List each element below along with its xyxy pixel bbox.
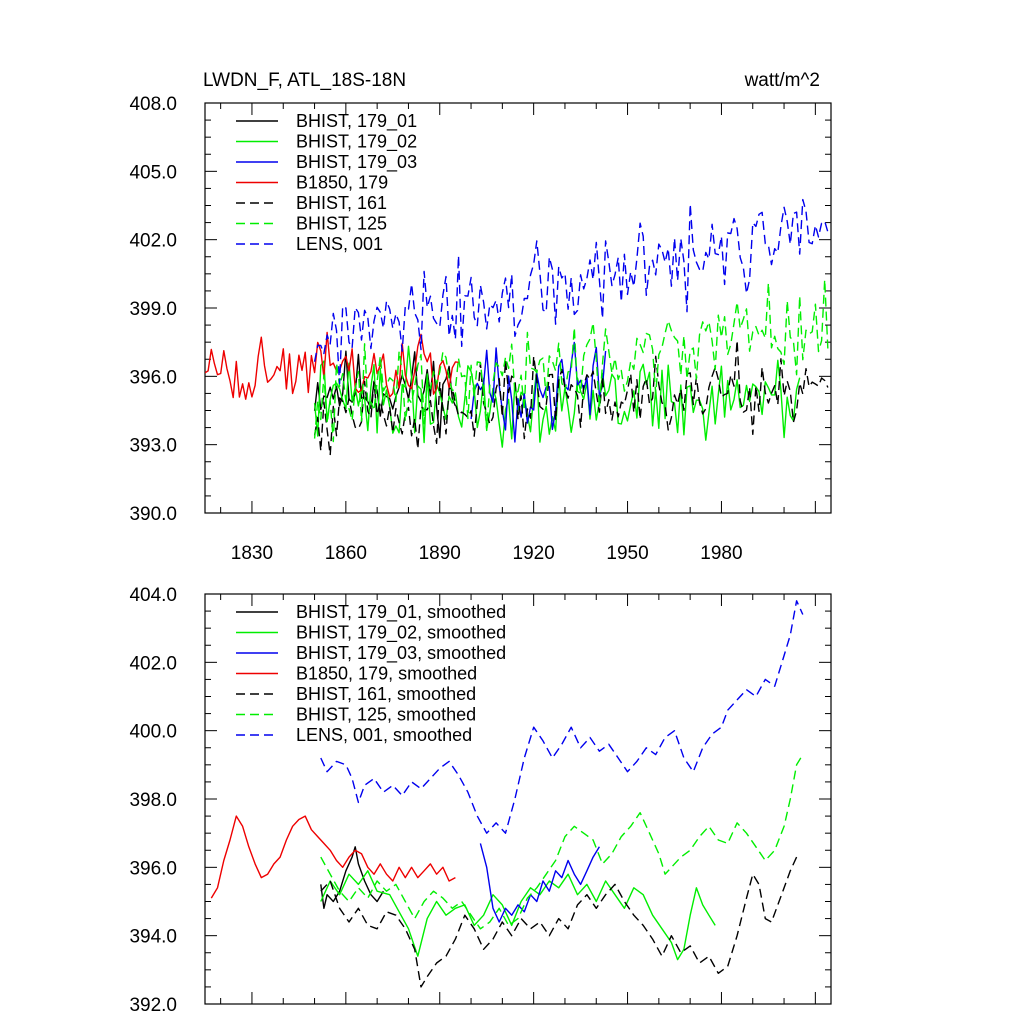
top-xtick-label: 1830	[231, 543, 273, 564]
top-ticks: 390.0 393.0 396.0 399.0 402.0 405.0 408.0 1830 1…	[129, 94, 831, 564]
series-line	[313, 345, 801, 448]
series-line	[479, 843, 600, 923]
top-ytick-label: 405.0	[129, 162, 177, 183]
legend-label: BHIST, 179_03	[296, 152, 417, 173]
legend-label: B1850, 179	[296, 173, 388, 193]
top-xtick-label: 1860	[325, 543, 367, 564]
legend-label: BHIST, 179_01, smoothed	[296, 602, 506, 623]
top-ytick-label: 393.0	[129, 436, 177, 457]
bottom-ytick-label: 400.0	[129, 722, 177, 743]
top-ytick-label: 390.0	[129, 504, 177, 525]
top-ytick-label: 402.0	[129, 231, 177, 252]
legend-label: BHIST, 125, smoothed	[296, 705, 476, 725]
legend-label: LENS, 001	[296, 234, 383, 254]
series-line	[313, 279, 829, 443]
series-line	[320, 846, 384, 909]
top-xtick-label: 1980	[700, 543, 742, 564]
legend-label: BHIST, 179_02, smoothed	[296, 623, 506, 644]
legend-label: B1850, 179, smoothed	[296, 664, 477, 684]
series-line	[320, 856, 798, 988]
legend-label: BHIST, 161	[296, 193, 387, 213]
bottom-series-group	[210, 600, 804, 988]
top-panel: 390.0 393.0 396.0 399.0 402.0 405.0 408.0 1830 1…	[129, 94, 832, 564]
legend-label: BHIST, 161, smoothed	[296, 684, 476, 704]
top-xtick-label: 1950	[606, 543, 648, 564]
legend-label: BHIST, 179_02	[296, 132, 417, 153]
series-line	[313, 198, 829, 385]
bottom-ytick-label: 402.0	[129, 653, 177, 674]
legend-label: BHIST, 179_03, smoothed	[296, 643, 506, 664]
top-xtick-label: 1920	[513, 543, 555, 564]
series-line	[210, 815, 456, 899]
legend-label: BHIST, 179_01	[296, 111, 417, 132]
chart-title: LWDN_F, ATL_18S-18N	[203, 70, 406, 91]
bottom-panel: 392.0 394.0 396.0 398.0 400.0 402.0 404.0 BHIS…	[129, 585, 832, 1016]
series-line	[313, 339, 829, 456]
bottom-ytick-label: 392.0	[129, 995, 177, 1016]
top-ytick-label: 408.0	[129, 94, 177, 115]
top-ytick-label: 399.0	[129, 299, 177, 320]
top-series-group	[205, 198, 829, 456]
top-ytick-label: 396.0	[129, 367, 177, 388]
units-label: watt/m^2	[744, 70, 820, 91]
series-line	[205, 331, 459, 400]
bottom-ytick-label: 396.0	[129, 858, 177, 879]
bottom-ytick-label: 404.0	[129, 585, 177, 606]
series-line	[320, 600, 804, 834]
bottom-ticks: 392.0 394.0 396.0 398.0 400.0 402.0 404.0	[129, 585, 831, 1016]
legend-label: BHIST, 125	[296, 214, 387, 234]
series-line	[320, 754, 804, 930]
bottom-ytick-label: 394.0	[129, 927, 177, 948]
bottom-ytick-label: 398.0	[129, 790, 177, 811]
top-xtick-label: 1890	[419, 543, 461, 564]
series-line	[320, 870, 716, 961]
legend-label: LENS, 001, smoothed	[296, 725, 472, 745]
